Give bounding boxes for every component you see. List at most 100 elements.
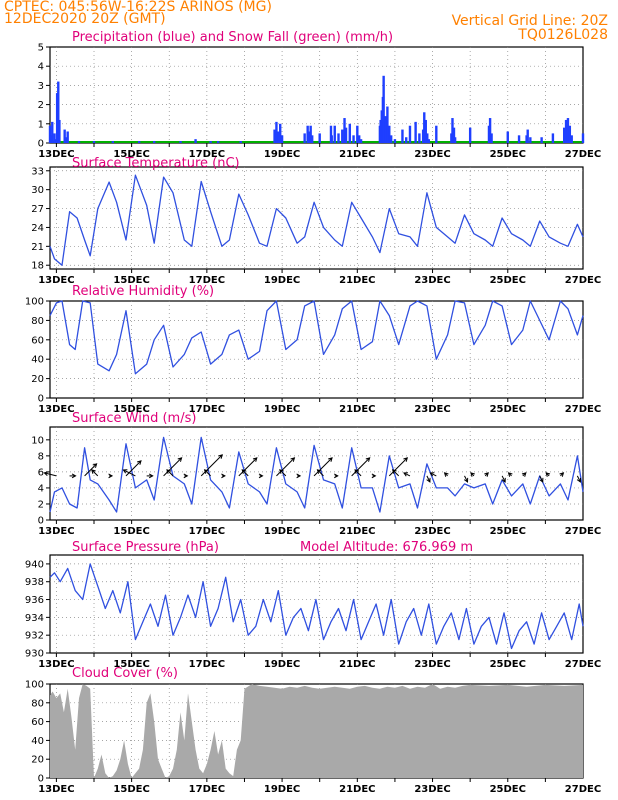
x-tick-label: 25DEC [490, 149, 526, 160]
wind-arrow [470, 472, 475, 477]
precip-bar [393, 139, 397, 143]
wind-arrow [351, 457, 371, 477]
x-tick-label: 19DEC [264, 149, 300, 160]
wind-arrow [333, 473, 339, 479]
precip-bar [63, 129, 66, 143]
x-tick-label: 13DEC [38, 275, 74, 286]
precip-bar [540, 137, 543, 143]
precip-bar [329, 125, 333, 143]
precip-bar [179, 141, 182, 143]
cloud-cover-title: Cloud Cover (%) [72, 666, 178, 681]
y-tick-label: 936 [25, 595, 44, 606]
precip-bar [452, 127, 456, 143]
x-tick-label: 23DEC [414, 275, 450, 286]
y-tick-label: 21 [31, 242, 44, 253]
x-tick-label: 13DEC [38, 404, 74, 415]
precip-bar [330, 135, 333, 143]
y-tick-label: 40 [31, 355, 44, 366]
wind-arrow [166, 469, 174, 477]
wind-arrow [296, 473, 302, 479]
x-tick-label: 23DEC [414, 659, 450, 670]
wind-arrow [539, 475, 544, 483]
y-tick-label: 930 [25, 649, 44, 660]
y-tick-label: 30 [31, 185, 44, 196]
wind-title: Surface Wind (m/s) [72, 411, 197, 426]
x-tick-label: 25DEC [490, 659, 526, 670]
precip-bar [57, 81, 60, 143]
x-tick-label: 27DEC [565, 275, 601, 286]
precip-bar [435, 125, 438, 143]
x-tick-label: 21DEC [339, 275, 375, 286]
precip-bar [307, 131, 311, 143]
precip-bar [517, 135, 521, 143]
wind-arrow [146, 473, 154, 479]
precip-bar [194, 139, 197, 143]
y-tick-label: 18 [31, 261, 44, 272]
humidity-frame [49, 300, 584, 399]
y-tick-label: 8 [38, 451, 44, 462]
precip-bar [309, 125, 312, 143]
precip-bar [426, 133, 429, 143]
precip-bar [526, 129, 529, 143]
precip-bar [48, 125, 52, 143]
precip-bar [58, 119, 61, 143]
x-tick-label: 19DEC [264, 526, 300, 537]
x-tick-label: 17DEC [189, 659, 225, 670]
wind-arrow [545, 472, 551, 477]
temperature-panel: 18 21 24 27 30 33 13DEC 15DEC 17DEC 19DEC 21DEC 23D… [31, 166, 601, 286]
y-tick-label: 60 [31, 717, 44, 728]
wind-arrow [313, 457, 333, 477]
wind-arrow [241, 469, 249, 477]
wind-frame [49, 426, 584, 521]
precip-bar [92, 141, 96, 143]
y-tick-label: 5 [38, 43, 44, 54]
cloud-cover-area [50, 684, 583, 778]
wind-arrow [122, 469, 136, 477]
precip-bar [352, 135, 355, 143]
x-tick-label: 27DEC [565, 659, 601, 670]
x-tick-label: 21DEC [339, 149, 375, 160]
wind-arrow [125, 460, 142, 477]
x-tick-label: 15DEC [113, 784, 149, 795]
wind-panel: 0 2 4 6 8 10 13DEC 15DEC 17DEC 19DEC 21DEC 23DEC 25D… [31, 426, 601, 537]
precip-bar [216, 141, 220, 143]
precip-bar [564, 119, 568, 143]
precip-bar [490, 133, 493, 143]
y-tick-label: 60 [31, 335, 44, 346]
precipitation-title: Precipitation (blue) and Snow Fall (gree… [72, 30, 394, 45]
precip-bar [341, 129, 344, 143]
precip-bar [488, 118, 492, 143]
wind-arrow [221, 473, 226, 479]
precip-bar [356, 125, 359, 143]
wind-arrow [559, 472, 565, 477]
x-tick-label: 27DEC [565, 404, 601, 415]
forecast-start-time: 12DEC2020 20Z (GMT) [4, 11, 166, 27]
wind-arrow [501, 475, 506, 483]
precip-bar [468, 127, 472, 143]
wind-line [49, 436, 584, 513]
y-tick-label: 20 [31, 755, 44, 766]
wind-arrow [521, 472, 527, 477]
y-tick-label: 2 [38, 100, 44, 111]
precip-bar [239, 141, 242, 143]
wind-arrow [484, 472, 489, 477]
x-tick-label: 13DEC [38, 659, 74, 670]
precip-bar [581, 133, 585, 143]
x-tick-label: 27DEC [565, 784, 601, 795]
precip-bar [566, 118, 570, 143]
precip-bar [388, 125, 391, 143]
x-tick-label: 15DEC [113, 659, 149, 670]
y-tick-label: 0 [38, 139, 44, 150]
precip-panel: 0 1 2 3 4 5 13DEC 15DEC 17DEC 19DEC 21DEC 23DEC 25DE… [38, 43, 602, 161]
y-tick-label: 24 [31, 223, 44, 234]
precip-bar [529, 137, 532, 143]
x-tick-label: 25DEC [490, 784, 526, 795]
precip-bar [451, 118, 454, 143]
x-tick-label: 15DEC [113, 526, 149, 537]
humidity-line [49, 300, 584, 375]
x-tick-label: 19DEC [264, 275, 300, 286]
x-tick-label: 19DEC [264, 784, 300, 795]
x-tick-label: 23DEC [414, 149, 450, 160]
temperature-frame [49, 166, 584, 270]
precip-bar [357, 135, 361, 143]
